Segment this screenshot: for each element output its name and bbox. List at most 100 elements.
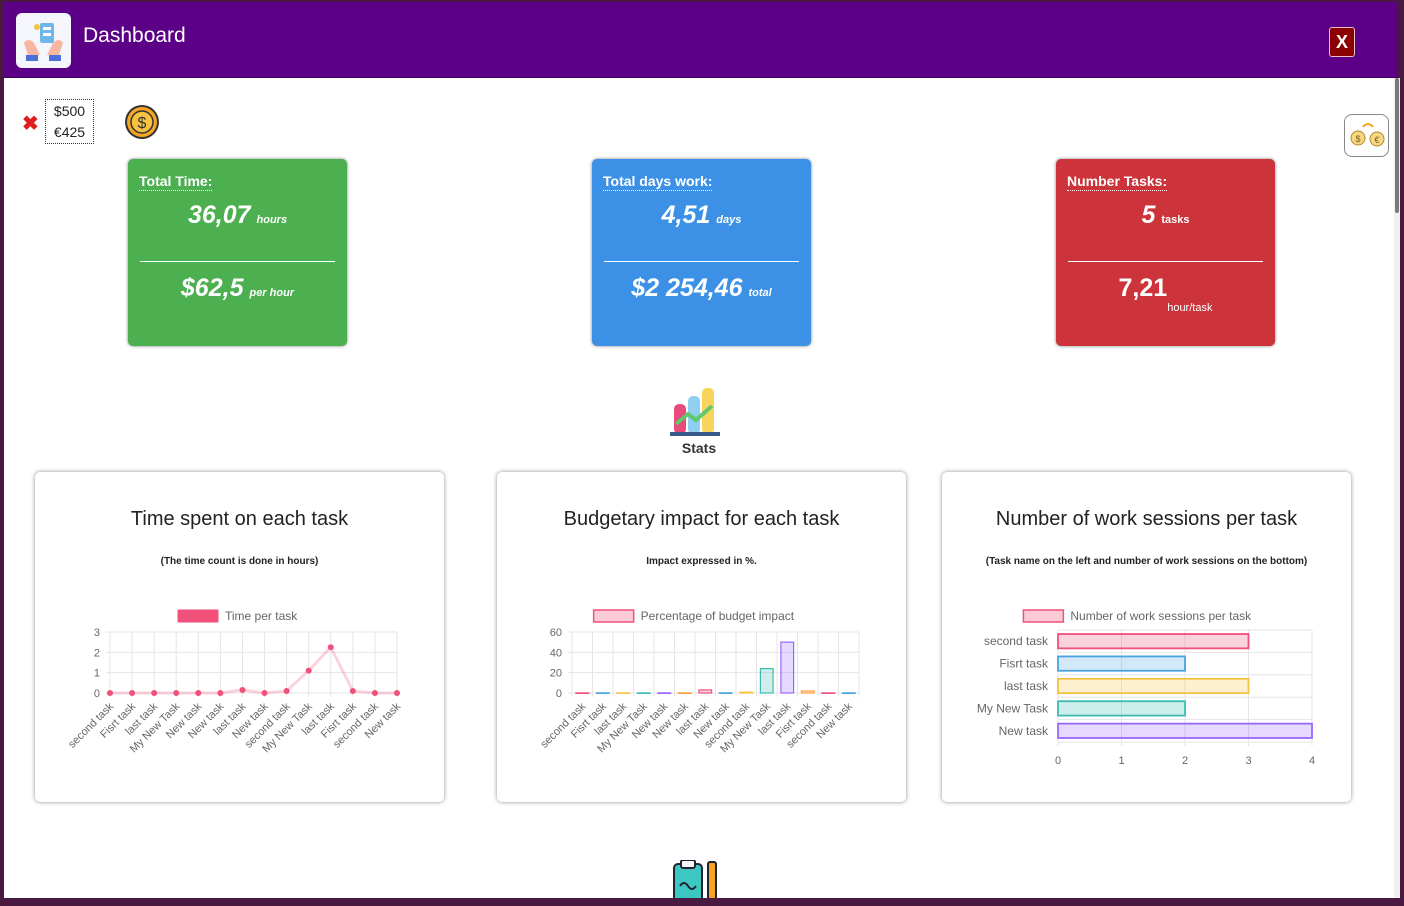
total-amount-unit: total (748, 287, 772, 299)
y-tick-label: 0 (556, 688, 562, 700)
bar (657, 692, 672, 694)
total-amount-row: $2 254,46 total (592, 274, 811, 303)
total-days-label: Total days work: (603, 173, 713, 191)
total-time-value-row: 36,07 hours (128, 201, 347, 230)
hourly-rate-value: $62,5 (180, 274, 244, 302)
hourly-rate-unit: per hour (249, 287, 295, 299)
bar (739, 691, 754, 694)
bar (759, 668, 774, 694)
hourly-rate-row: $62,5 per hour (128, 274, 347, 303)
budget-bar-chart: Percentage of budget impact0204060second… (538, 609, 860, 755)
stats-label: Stats (681, 440, 717, 456)
card-divider (1068, 261, 1263, 262)
title-bar: Dashboard X (4, 2, 1398, 78)
x-tick-label: 2 (1182, 755, 1188, 767)
svg-text:€: € (1374, 135, 1379, 145)
data-point (217, 690, 224, 696)
scrollbar-track[interactable] (1394, 78, 1400, 898)
chart-subtitle: Impact expressed in %. (646, 556, 757, 567)
y-tick-label: 3 (94, 627, 100, 639)
bar (677, 692, 692, 694)
bar (575, 692, 590, 694)
legend-label: Percentage of budget impact (641, 609, 795, 623)
chart-subtitle: (Task name on the left and number of wor… (985, 556, 1308, 567)
total-time-value: 36,07 (187, 201, 251, 229)
y-tick-label: My New Task (977, 701, 1049, 715)
hours-per-task-row: 7,21hour/task (1056, 274, 1275, 314)
number-tasks-value: 5 (1141, 201, 1156, 229)
bar (800, 690, 815, 694)
number-tasks-card: Number Tasks: 5 tasks 7,21hour/task (1056, 159, 1275, 346)
bar (1057, 655, 1186, 672)
dashboard-window: Dashboard X ✖ $500 €425 $ $ € Total Time… (4, 2, 1398, 898)
total-days-unit: days (716, 214, 742, 226)
legend-label: Number of work sessions per task (1070, 609, 1252, 623)
y-tick-label: last task (1004, 679, 1049, 693)
close-button[interactable]: X (1329, 27, 1355, 57)
bar (718, 692, 733, 694)
bar (698, 689, 713, 694)
series-line (110, 644, 397, 695)
data-point (107, 690, 113, 696)
data-point (173, 690, 180, 696)
legend-swatch (1022, 609, 1065, 623)
bar (636, 692, 651, 694)
bar (595, 692, 610, 694)
data-point (195, 690, 202, 696)
total-days-value: 4,51 (661, 201, 711, 229)
x-tick-label: 0 (1055, 755, 1061, 767)
chart-title: Time spent on each task (130, 508, 349, 530)
total-amount-value: $2 254,46 (631, 274, 743, 302)
y-tick-label: 2 (94, 647, 100, 659)
bar (1057, 633, 1250, 650)
data-point (239, 686, 246, 693)
data-point (394, 690, 400, 696)
currency-eur: €425 (53, 124, 86, 140)
remove-currency-icon[interactable]: ✖ (22, 113, 39, 135)
y-tick-label: 1 (94, 668, 100, 680)
bar (616, 692, 631, 694)
chart-title: Number of work sessions per task (995, 508, 1298, 530)
chart-subtitle: (The time count is done in hours) (160, 556, 319, 567)
hours-per-task-unit: hour/task (1167, 302, 1213, 314)
hours-per-task-value: 7,21 (1118, 274, 1168, 302)
window-title: Dashboard (83, 24, 186, 47)
number-tasks-unit: tasks (1161, 214, 1190, 226)
total-days-card: Total days work: 4,51 days $2 254,46 total (592, 159, 811, 346)
card-divider (604, 261, 799, 262)
number-tasks-label: Number Tasks: (1067, 173, 1168, 191)
y-tick-label: 20 (550, 668, 562, 680)
sessions-chart-card: Number of work sessions per task (Task n… (942, 472, 1351, 802)
currency-exchange-icon: $ € (1350, 123, 1385, 147)
bar (1057, 722, 1313, 739)
y-tick-label: New task (999, 724, 1049, 738)
y-tick-label: 60 (550, 627, 562, 639)
currency-box: $500 €425 (45, 99, 94, 144)
data-point (371, 690, 378, 696)
app-logo-icon (16, 13, 71, 68)
y-tick-label: 0 (94, 688, 100, 700)
sessions-hbar-chart: Number of work sessions per task 0 1 2 3 4 sec… (977, 609, 1315, 767)
data-point (151, 690, 158, 696)
y-tick-label: Fisrt task (999, 657, 1049, 671)
scrollbar-thumb[interactable] (1395, 78, 1399, 213)
currency-exchange-button[interactable]: $ € (1344, 114, 1389, 157)
total-time-unit: hours (256, 214, 288, 226)
legend-swatch (177, 609, 219, 623)
bar (780, 641, 795, 694)
y-tick-label: 40 (550, 647, 562, 659)
bar (1057, 677, 1250, 695)
chart-title: Budgetary impact for each task (563, 508, 840, 530)
total-time-card: Total Time: 36,07 hours $62,5 per hour (128, 159, 347, 346)
bar (841, 692, 856, 694)
total-time-label: Total Time: (139, 173, 213, 191)
y-tick-label: second task (984, 634, 1049, 648)
budget-chart-card: Budgetary impact for each task Impact ex… (497, 472, 906, 802)
data-point (261, 690, 268, 696)
dollar-coin-icon[interactable]: $ (124, 104, 160, 140)
stats-chart-icon (670, 386, 722, 438)
notes-clipboard-icon (670, 859, 722, 898)
data-point (283, 687, 290, 694)
data-point (327, 644, 334, 651)
